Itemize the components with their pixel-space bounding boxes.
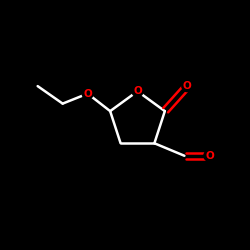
Text: O: O: [133, 86, 142, 96]
Text: O: O: [83, 88, 92, 99]
Circle shape: [204, 150, 215, 161]
Circle shape: [132, 86, 143, 97]
Circle shape: [182, 80, 193, 92]
Text: O: O: [183, 81, 192, 91]
Text: O: O: [205, 151, 214, 161]
Circle shape: [82, 88, 93, 99]
